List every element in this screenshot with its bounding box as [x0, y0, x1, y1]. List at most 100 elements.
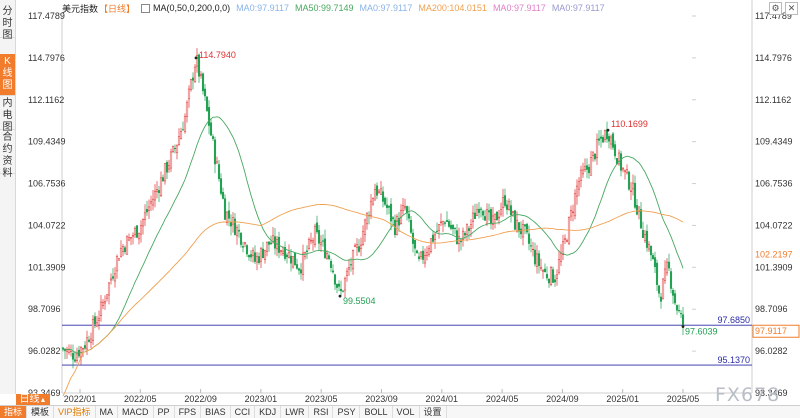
- candle-body: [81, 348, 85, 350]
- indicator-tab-cci[interactable]: CCI: [231, 406, 256, 418]
- candle-body: [551, 269, 555, 283]
- candle-body: [169, 151, 173, 169]
- current-price-tag: [752, 324, 800, 338]
- side-tab-2[interactable]: 内电图: [0, 96, 15, 133]
- candle-body: [489, 209, 493, 225]
- indicator-tab-lwr[interactable]: LWR: [281, 406, 310, 418]
- candle-body: [311, 240, 315, 243]
- candle-body: [527, 233, 531, 244]
- candle-body: [229, 221, 233, 227]
- indicator-tab-fps[interactable]: FPS: [175, 406, 202, 418]
- side-tab-3[interactable]: 合约资料: [0, 130, 15, 179]
- y-tick-label: 109.4349: [755, 137, 793, 147]
- candle-body: [445, 220, 449, 222]
- candle-body: [263, 249, 267, 260]
- candle-body: [329, 261, 333, 268]
- checkbox-icon[interactable]: [141, 3, 151, 13]
- high-2025-marker: [606, 128, 610, 132]
- close-icon[interactable]: ✕: [785, 2, 798, 15]
- candle-body: [105, 294, 109, 299]
- indicator-tab-boll[interactable]: BOLL: [360, 406, 393, 418]
- candle-body: [553, 279, 557, 283]
- annotations: 102.2197 97.9117 114.7940 99.5504 110.1699 97…: [194, 50, 800, 338]
- candle-body: [135, 225, 139, 238]
- candle-body: [623, 169, 627, 172]
- instrument-name: 美元指数: [62, 3, 99, 14]
- candle-body: [565, 240, 569, 243]
- candle-body: [353, 245, 357, 247]
- candle-body: [83, 345, 87, 349]
- candle-body: [443, 222, 447, 224]
- candle-body: [511, 211, 515, 213]
- candle-body: [131, 235, 135, 237]
- candle-body: [151, 198, 155, 206]
- candle-body: [369, 200, 373, 217]
- candle-body: [365, 213, 369, 225]
- candle-body: [219, 178, 223, 194]
- indicator-tab-kdj[interactable]: KDJ: [255, 406, 282, 418]
- period-selector-button[interactable]: 日线▲: [16, 394, 50, 406]
- y-tick-label-left: 98.7096: [28, 304, 61, 314]
- price-line-label: 95.1370: [717, 355, 750, 365]
- candle-body: [87, 339, 91, 342]
- candle-body: [377, 190, 381, 193]
- indicator-tab-macd[interactable]: MACD: [118, 406, 154, 418]
- candle-body: [339, 288, 343, 292]
- candle-body: [317, 230, 321, 244]
- candle-body: [673, 293, 677, 304]
- candle-body: [519, 228, 523, 235]
- candle-body: [419, 251, 423, 257]
- indicator-tab-ma[interactable]: MA: [96, 406, 119, 418]
- candle-body: [671, 290, 675, 296]
- candle-body: [193, 66, 197, 82]
- candles: [61, 48, 685, 369]
- candle-body: [547, 278, 551, 284]
- candle-body: [333, 274, 337, 285]
- indicator-tab-bias[interactable]: BIAS: [201, 406, 231, 418]
- candle-body: [171, 146, 175, 152]
- candle-body: [485, 209, 489, 225]
- candle-body: [113, 273, 117, 282]
- current-price-label: 97.9117: [755, 326, 787, 336]
- indicator-tab-指标[interactable]: 指标: [0, 406, 28, 418]
- candle-body: [679, 313, 683, 315]
- settings-icon[interactable]: ⚙: [769, 2, 782, 15]
- x-tick-label: 2024/09: [546, 394, 579, 404]
- side-tab-0[interactable]: 分时图: [0, 4, 15, 41]
- candle-body: [507, 201, 511, 211]
- y-tick-label-left: 96.0282: [28, 346, 61, 356]
- candle-body: [379, 188, 383, 195]
- legend-item-0: MA0:97.9117: [236, 3, 289, 13]
- candle-body: [235, 227, 239, 237]
- candle-body: [437, 224, 441, 231]
- indicator-tab-vip指标[interactable]: VIP指标: [54, 406, 96, 418]
- candle-body: [385, 204, 389, 208]
- indicator-tab-vol[interactable]: VOL: [393, 406, 420, 418]
- candle-body: [599, 136, 603, 139]
- candle-body: [289, 255, 293, 264]
- high-2022-marker: [194, 56, 198, 60]
- indicator-tab-rsi[interactable]: RSI: [309, 406, 334, 418]
- candle-body: [603, 130, 607, 140]
- candle-body: [611, 133, 615, 148]
- candle-body: [337, 283, 341, 287]
- candle-body: [261, 248, 265, 259]
- indicator-tab-psy[interactable]: PSY: [333, 406, 361, 418]
- indicator-tab-pp[interactable]: PP: [154, 406, 175, 418]
- x-axis: 2022/01 2022/05 2022/09 2023/01 2023/05 2023/…: [64, 394, 700, 404]
- candle-body: [517, 222, 521, 232]
- candle-body: [469, 224, 473, 229]
- candle-body: [267, 241, 271, 245]
- candle-body: [375, 185, 379, 196]
- candle-body: [563, 238, 567, 240]
- candle-body: [157, 190, 161, 193]
- candle-body: [185, 102, 189, 117]
- candle-body: [121, 246, 125, 252]
- candle-body: [657, 285, 661, 294]
- indicator-tab-模板[interactable]: 模板: [27, 406, 55, 418]
- candle-body: [389, 203, 393, 222]
- candle-body: [255, 256, 259, 263]
- indicator-tab-设置[interactable]: 设置: [420, 406, 447, 418]
